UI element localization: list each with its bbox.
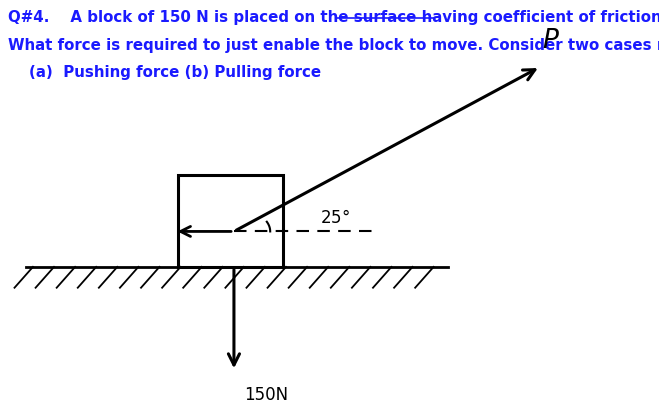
Bar [178, 175, 283, 267]
Text: 25$\degree$: 25$\degree$ [320, 208, 349, 227]
Text: P: P [542, 28, 558, 54]
Text: 150N: 150N [244, 386, 288, 404]
Text: (a)  Pushing force (b) Pulling force: (a) Pushing force (b) Pulling force [8, 65, 321, 80]
Text: What force is required to just enable the block to move. Consider two cases rela: What force is required to just enable th… [8, 38, 659, 53]
Text: Q#4.    A block of 150 N is placed on the surface having coefficient of friction: Q#4. A block of 150 N is placed on the s… [8, 10, 659, 25]
